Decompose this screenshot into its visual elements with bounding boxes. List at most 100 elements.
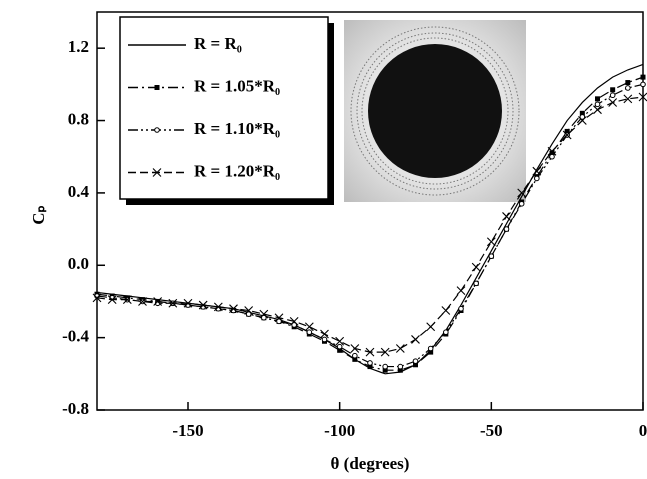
marker (259, 309, 269, 319)
legend-label: R = 1.20*R₀ (194, 161, 280, 180)
marker (122, 295, 132, 305)
marker (365, 347, 375, 357)
marker (352, 356, 358, 362)
x-axis-label: θ (degrees) (331, 454, 410, 473)
marker (579, 114, 586, 120)
marker (183, 298, 193, 308)
marker (593, 105, 602, 115)
series (94, 81, 646, 370)
y-tick-label: -0.4 (62, 327, 89, 346)
marker (610, 87, 616, 93)
marker (261, 314, 267, 321)
marker (502, 212, 511, 221)
marker (426, 322, 436, 332)
marker (350, 344, 360, 353)
marker (397, 367, 403, 373)
legend-label: R = 1.05*R₀ (194, 76, 280, 95)
marker (289, 316, 299, 326)
marker (291, 322, 297, 328)
marker (428, 349, 434, 355)
marker (625, 80, 631, 86)
marker (577, 116, 587, 125)
marker (625, 85, 631, 91)
marker (640, 81, 646, 88)
marker (245, 311, 252, 317)
marker (595, 96, 600, 102)
marker (367, 364, 373, 370)
marker (564, 128, 570, 134)
marker (213, 302, 223, 312)
marker (321, 336, 328, 343)
marker (138, 297, 147, 306)
marker (547, 146, 557, 156)
x-tick-label: -50 (480, 421, 503, 440)
marker (397, 363, 404, 370)
legend-label: R = R₀ (194, 34, 242, 53)
legend-label: R = 1.10*R₀ (194, 119, 280, 138)
marker (276, 318, 282, 325)
marker (549, 153, 555, 160)
marker (274, 313, 284, 323)
marker (198, 300, 208, 310)
plot-frame (96, 11, 644, 411)
marker (473, 280, 479, 287)
y-tick-label: 0.8 (68, 109, 89, 128)
y-tick-label: -0.8 (62, 399, 89, 418)
x-tick-label: -150 (172, 421, 203, 440)
marker (562, 130, 572, 140)
marker (107, 295, 117, 305)
inset-image (344, 20, 526, 202)
marker (594, 101, 601, 108)
x-tick-label: 0 (639, 421, 647, 440)
marker (640, 74, 646, 80)
marker (413, 362, 418, 368)
marker (456, 286, 466, 295)
marker (534, 175, 540, 182)
marker (154, 85, 160, 90)
legend-box (119, 16, 329, 200)
marker (168, 298, 178, 308)
marker (320, 329, 329, 339)
marker (412, 358, 419, 364)
marker (395, 344, 405, 353)
marker (608, 98, 618, 107)
marker (382, 367, 388, 373)
marker (304, 322, 314, 332)
marker (517, 188, 527, 198)
y-tick-label: 0.0 (68, 254, 89, 273)
marker (229, 304, 238, 314)
marker (427, 345, 434, 352)
marker (471, 262, 481, 272)
marker (518, 200, 525, 207)
marker (382, 363, 388, 370)
marker (549, 150, 555, 156)
marker (443, 329, 449, 336)
legend: R = R₀ R = 1.05*R₀ R = 1.10*R₀ R = 1.20*R₀ (119, 16, 334, 205)
marker (579, 110, 585, 116)
marker (335, 336, 345, 346)
marker (336, 343, 343, 350)
y-axis-label: Cₚ (29, 205, 48, 225)
marker (609, 92, 616, 99)
marker (458, 305, 464, 312)
y-tick-label: 0.4 (68, 182, 90, 201)
marker (532, 166, 542, 176)
marker (488, 253, 495, 260)
marker (638, 92, 647, 102)
marker (367, 360, 373, 366)
marker (306, 329, 313, 336)
marker (503, 226, 510, 232)
x-tick-label: -100 (324, 421, 355, 440)
marker (152, 168, 162, 177)
marker (244, 306, 254, 315)
marker (154, 127, 160, 133)
marker (623, 94, 633, 104)
marker (153, 297, 163, 306)
marker (380, 347, 390, 357)
marker (486, 237, 496, 247)
marker (441, 306, 451, 315)
marker (411, 335, 420, 344)
y-tick-label: 1.2 (68, 37, 89, 56)
marker (92, 293, 102, 303)
